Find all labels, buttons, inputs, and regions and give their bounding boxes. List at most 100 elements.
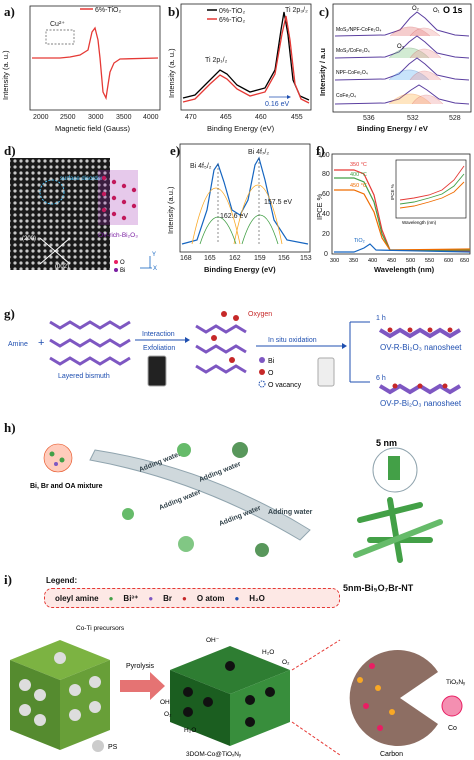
legend-o: O xyxy=(120,260,125,266)
sample-label: NPF-CoFe₂O₄ xyxy=(336,70,368,76)
panel-title: O 1s xyxy=(443,5,463,15)
panel-e-xps-plot: Bi 4f₅/₂ Bi 4f₇/₂ 162.6 eV 157.5 eV Inte… xyxy=(166,143,312,274)
curve-0pct xyxy=(182,11,310,101)
3dom-structure xyxy=(170,646,290,746)
nanosheet-2 xyxy=(378,383,462,395)
peak-label: Bi 4f₅/₂ xyxy=(190,163,212,170)
pyrolysis-arrow xyxy=(120,672,165,700)
legend-bi-marker xyxy=(259,357,265,363)
shift-label: 0.16 eV xyxy=(265,101,289,108)
disorder-label: surface disorder xyxy=(60,176,103,182)
plane-label: (200) xyxy=(22,236,36,242)
curve-6pct xyxy=(182,15,310,104)
nanosheet-label: OV-P-Bi₂O₃ nanosheet xyxy=(380,399,462,408)
panel-f-label: f) xyxy=(316,143,325,158)
ps-sphere xyxy=(92,740,104,752)
x-tick: 465 xyxy=(220,114,232,121)
x-tick: 455 xyxy=(291,114,303,121)
legend-ovac-marker xyxy=(258,380,266,388)
peak-label: Ti 2p₁/₂ xyxy=(205,57,228,64)
x-axis-tag: X xyxy=(153,266,157,272)
legend-box: oleyl amine ● Bi³⁺ ● Br ● O atom ● H₂O xyxy=(44,588,340,608)
fit-peak xyxy=(233,184,283,245)
y-tick: 20 xyxy=(322,231,330,238)
arrowhead xyxy=(185,337,190,343)
ps-label: PS xyxy=(108,744,118,751)
y-axis-label: Intensity (a.u.) xyxy=(166,186,175,234)
panel-c: c) O 1s MoS₂/NPF-CoFe₂O₄ MoS₂/CoFe₂O₄ NP… xyxy=(315,0,474,140)
disorder-circle xyxy=(39,179,65,205)
legend-o-marker xyxy=(259,369,265,375)
legend-o-marker xyxy=(114,260,118,264)
x-tick: 165 xyxy=(204,255,216,262)
panel-c-o1s-plot: O 1s MoS₂/NPF-CoFe₂O₄ MoS₂/CoFe₂O₄ NPF-C… xyxy=(318,3,472,133)
reaction-slide xyxy=(89,449,311,541)
panel-a-epr-plot: 6%-TiO₂ Cu²⁺ Intensity (a. u.) 2000 2500… xyxy=(1,5,161,133)
plane-label: (002) xyxy=(55,264,69,270)
amine-label: Amine xyxy=(8,341,28,348)
zoom-box xyxy=(45,29,75,45)
bi-4f-curve xyxy=(181,156,309,245)
x-tick: 600 xyxy=(444,258,453,264)
pyrolysis-label: Pyrolysis xyxy=(126,663,155,670)
exfoliated-sheets xyxy=(195,311,247,374)
epr-curve xyxy=(32,26,159,101)
insitu-label: In situ oxidation xyxy=(268,337,317,344)
plot-frame xyxy=(331,153,471,255)
interaction-label: Interaction xyxy=(142,331,175,338)
x-tick: 2000 xyxy=(33,114,49,121)
zoom-line xyxy=(291,721,341,756)
vial-white xyxy=(317,357,335,387)
x-tick: 550 xyxy=(425,258,434,264)
x-tick: 156 xyxy=(278,255,290,262)
green-clusters xyxy=(122,442,269,557)
time-label: 6 h xyxy=(376,375,386,382)
panel-a-label: a) xyxy=(4,4,15,19)
fit-peak xyxy=(241,214,279,245)
x-tick: 536 xyxy=(363,115,375,122)
sample-label: MoS₂/NPF-CoFe₂O₄ xyxy=(336,27,381,33)
o2-label: O₂ xyxy=(412,6,420,12)
panel-e-label: e) xyxy=(170,143,181,158)
spectrum-1 xyxy=(334,11,470,37)
nanosheet-1 xyxy=(378,327,462,339)
arrowhead xyxy=(342,343,347,349)
crystal-model xyxy=(98,170,138,225)
x-tick: 500 xyxy=(406,258,415,264)
inset-y-label: IPCE % xyxy=(390,184,395,200)
panel-f: f) 350 °C 400 °C 450 °C TiO₂ Wavelength … xyxy=(314,140,474,280)
scale-label: 5 nm xyxy=(376,438,397,448)
panel-g-label: g) xyxy=(4,306,15,321)
panel-i-scheme: Co-Ti precursors PS Pyrolysis OH⁻ H₂O O₂… xyxy=(10,625,466,758)
x-tick: 162 xyxy=(229,255,241,262)
legend-bi-dot: ● xyxy=(108,593,114,603)
legend-title: Legend: xyxy=(46,576,78,585)
h2o-label: H₂O xyxy=(184,727,196,734)
y-axis-label: Intensity (a. u.) xyxy=(1,50,10,100)
legend-bi: Bi xyxy=(120,268,125,274)
shift-arrowhead xyxy=(287,95,291,99)
y-tick: 100 xyxy=(318,152,330,159)
legend-br: Br xyxy=(163,593,173,603)
panel-f-ipce-plot: 350 °C 400 °C 450 °C TiO₂ Wavelength (nm… xyxy=(315,152,471,274)
panel-c-label: c) xyxy=(319,4,330,19)
x-tick: 532 xyxy=(407,115,419,122)
plot-frame xyxy=(29,5,161,111)
legend-o-dot: ● xyxy=(182,593,187,603)
hrtem-lattice xyxy=(10,158,110,270)
co-particle xyxy=(441,695,463,717)
tion-label: TiOₓNᵧ xyxy=(446,679,466,686)
panel-b-xps-plot: 0%-TiO₂ 6%-TiO₂ Ti 2p₃/₂ Ti 2p₁/₂ 0.16 e… xyxy=(167,3,312,133)
vial-black xyxy=(147,355,167,387)
legend-ovac: O vacancy xyxy=(268,382,302,389)
panel-b-label: b) xyxy=(168,4,180,19)
x-tick: 450 xyxy=(387,258,396,264)
curve-tio2 xyxy=(334,243,471,253)
peak-label: Ti 2p₃/₂ xyxy=(285,7,308,14)
x-axis-label: Binding Energy / eV xyxy=(357,124,428,133)
legend-h2o-dot: ● xyxy=(234,593,240,603)
x-axis-label: Magnetic field (Gauss) xyxy=(55,124,131,133)
plot-frame xyxy=(180,3,312,111)
mixture-droplet xyxy=(43,443,73,473)
o1-label: O₁ xyxy=(433,8,440,14)
